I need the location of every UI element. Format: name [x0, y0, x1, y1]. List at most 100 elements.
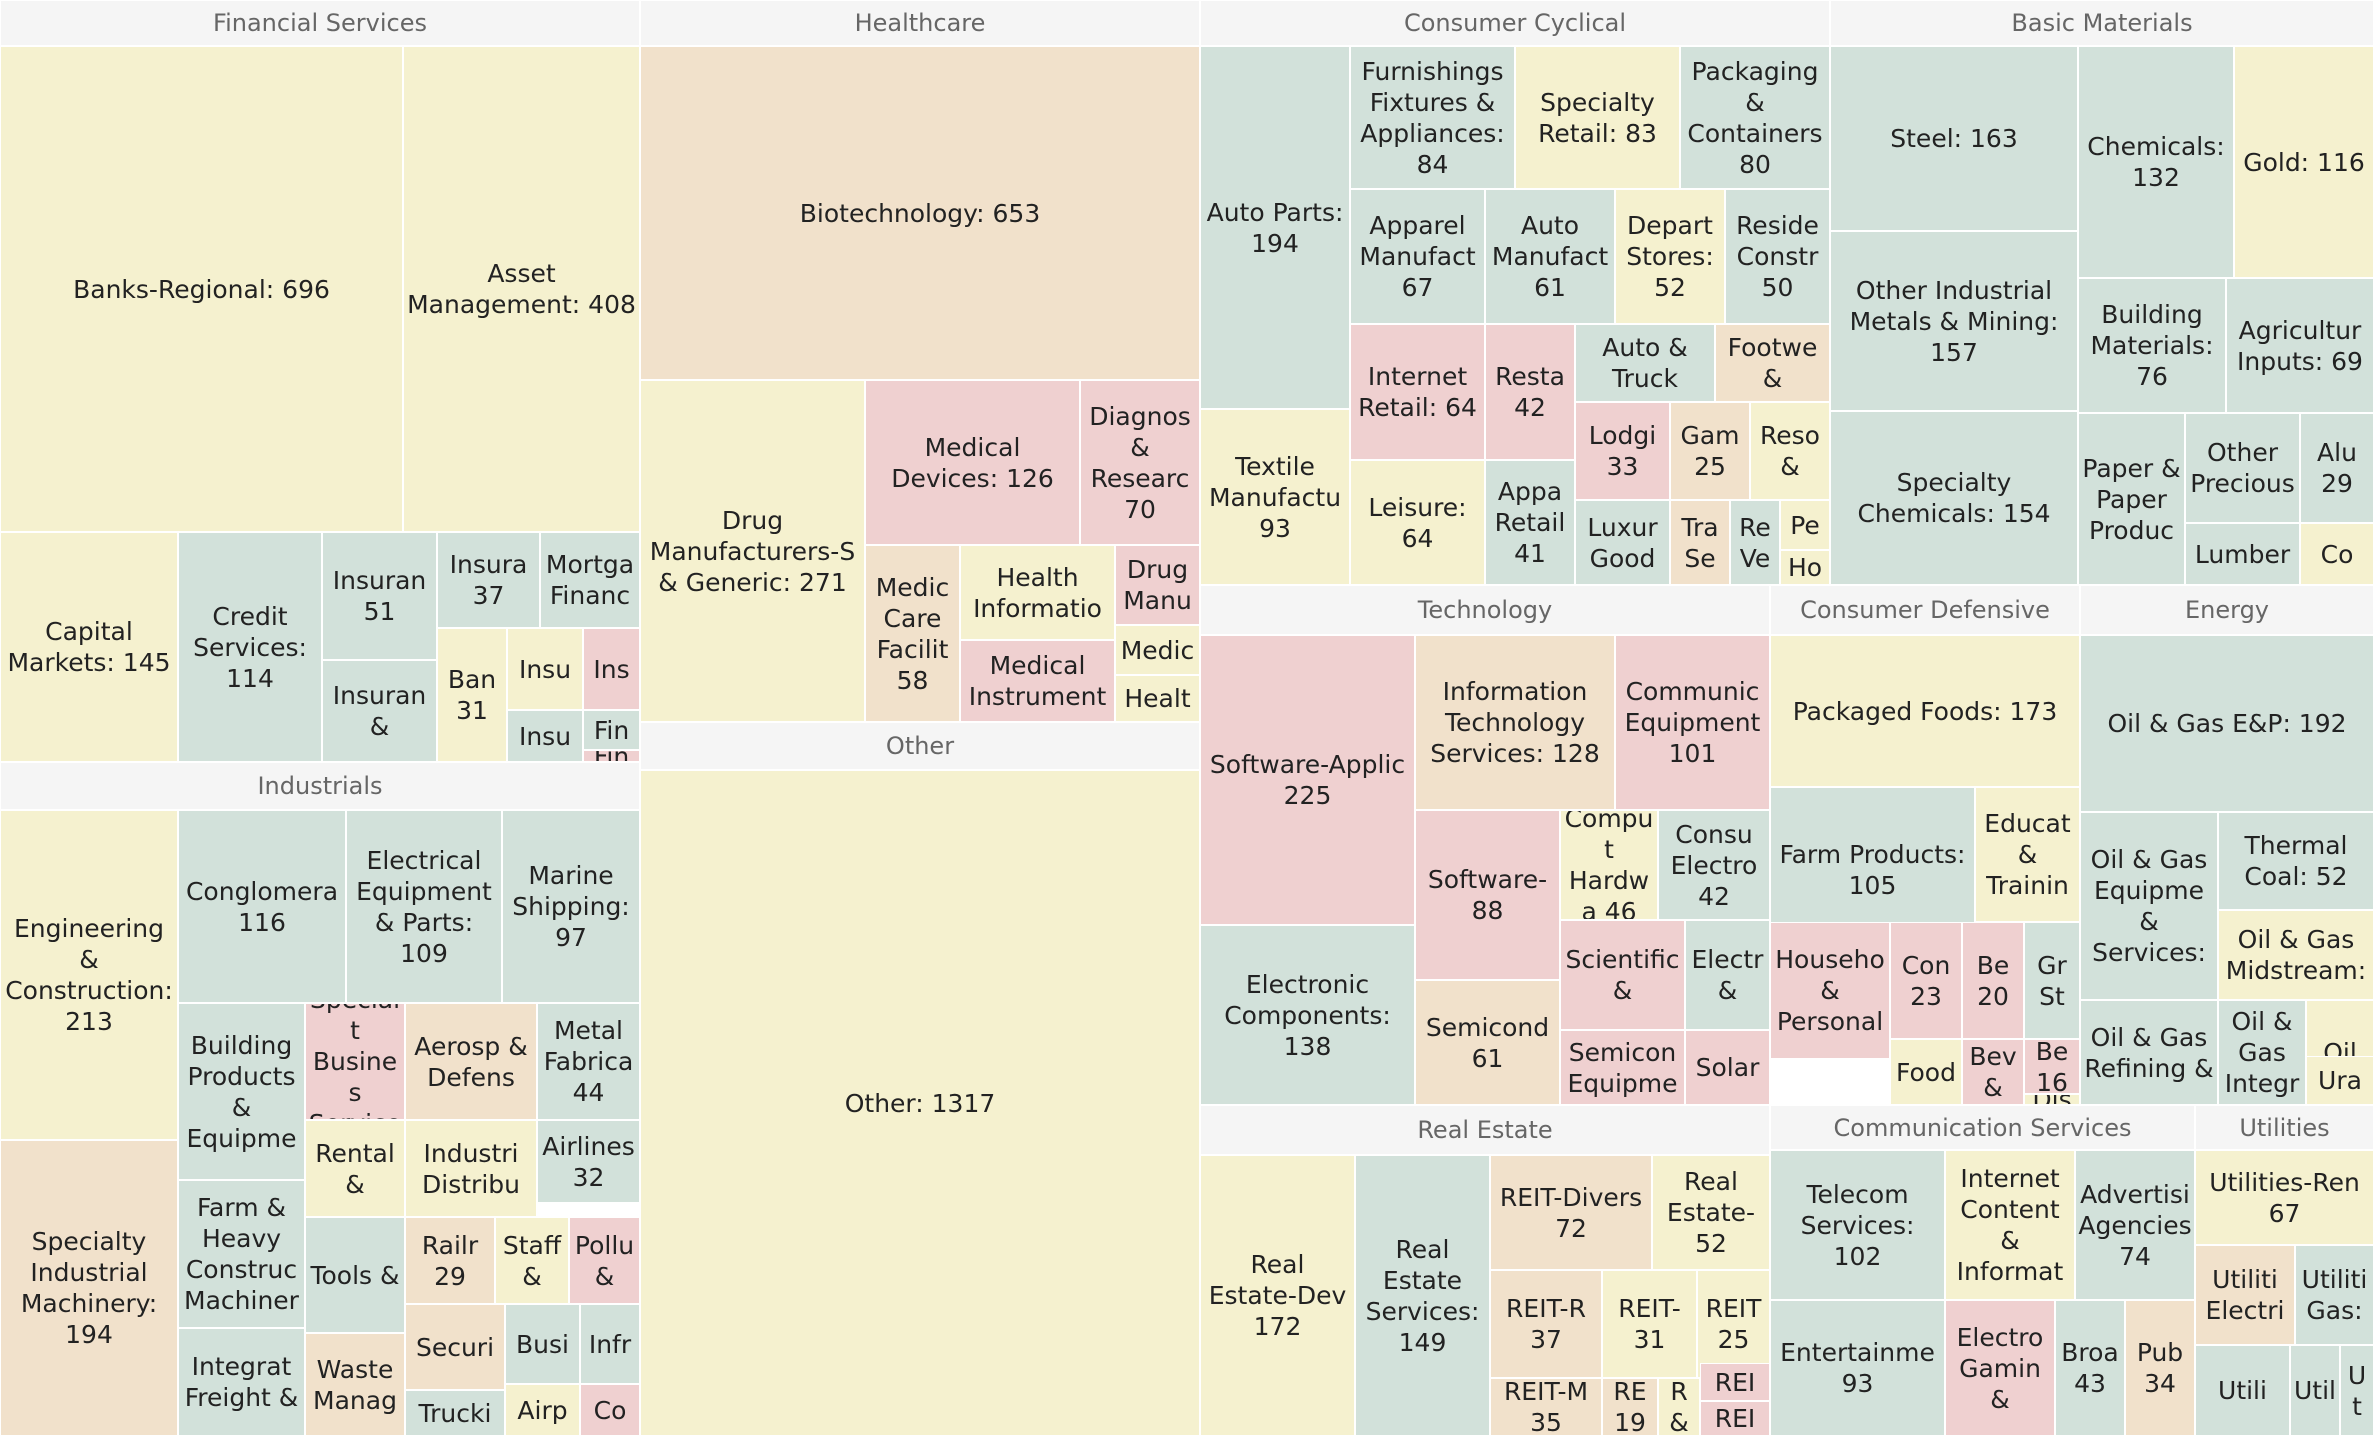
- industry-tile[interactable]: Real Estate Services: 149: [1355, 1155, 1490, 1436]
- industry-tile[interactable]: Medic Care Facilit 58: [865, 545, 960, 722]
- industry-tile[interactable]: Auto Parts: 194: [1200, 46, 1350, 409]
- industry-tile[interactable]: Chemicals: 132: [2078, 46, 2234, 278]
- industry-tile[interactable]: Staff &: [495, 1217, 569, 1304]
- industry-tile[interactable]: Specialty Retail: 83: [1515, 46, 1680, 189]
- industry-tile[interactable]: Auto Manufact 61: [1485, 189, 1615, 324]
- industry-tile[interactable]: REIT- 31: [1602, 1270, 1697, 1378]
- industry-tile[interactable]: Utiliti Gas:: [2295, 1245, 2374, 1345]
- industry-tile[interactable]: Solar: [1685, 1030, 1770, 1105]
- industry-tile[interactable]: RE 19: [1602, 1378, 1658, 1436]
- industry-tile[interactable]: Househo & Personal: [1770, 922, 1890, 1059]
- industry-tile[interactable]: Biotechnology: 653: [640, 46, 1200, 380]
- industry-tile[interactable]: Building Products & Equipme: [178, 1003, 305, 1180]
- industry-tile[interactable]: Health Informatio: [960, 545, 1115, 640]
- industry-tile[interactable]: REIT-Divers 72: [1490, 1155, 1652, 1270]
- industry-tile[interactable]: Electr &: [1685, 920, 1770, 1030]
- industry-tile[interactable]: Drug Manufacturers-S & Generic: 271: [640, 380, 865, 722]
- industry-tile[interactable]: Real Estate-Dev 172: [1200, 1155, 1355, 1436]
- industry-tile[interactable]: Building Materials: 76: [2078, 278, 2226, 413]
- industry-tile[interactable]: Tools &: [305, 1217, 405, 1333]
- industry-tile[interactable]: Gold: 116: [2234, 46, 2374, 278]
- industry-tile[interactable]: Gr St: [2024, 922, 2080, 1039]
- industry-tile[interactable]: Credit Services: 114: [178, 532, 322, 762]
- sector-header-financial-services[interactable]: Financial Services: [0, 0, 640, 46]
- industry-tile[interactable]: Mortga Financ: [540, 532, 640, 628]
- industry-tile[interactable]: Specialt Busines Service: [305, 1003, 405, 1120]
- industry-tile[interactable]: Packaging & Containers 80: [1680, 46, 1830, 189]
- industry-tile[interactable]: Lumber: [2185, 523, 2300, 585]
- industry-tile[interactable]: Packaged Foods: 173: [1770, 635, 2080, 787]
- industry-tile[interactable]: Information Technology Services: 128: [1415, 635, 1615, 810]
- industry-tile[interactable]: Waste Manag: [305, 1333, 405, 1436]
- sector-header-other[interactable]: Other: [640, 722, 1200, 770]
- industry-tile[interactable]: Auto & Truck: [1575, 324, 1715, 402]
- industry-tile[interactable]: Specialty Industrial Machinery: 194: [0, 1140, 178, 1436]
- sector-header-basic-materials[interactable]: Basic Materials: [1830, 0, 2374, 46]
- industry-tile[interactable]: Medical Devices: 126: [865, 380, 1080, 545]
- industry-tile[interactable]: Entertainme 93: [1770, 1300, 1945, 1436]
- industry-tile[interactable]: Depart Stores: 52: [1615, 189, 1725, 324]
- industry-tile[interactable]: Pub 34: [2125, 1300, 2195, 1436]
- industry-tile[interactable]: Co: [2300, 523, 2374, 585]
- industry-tile[interactable]: Paper & Paper Produc: [2078, 413, 2185, 585]
- industry-tile[interactable]: Pe: [1780, 500, 1830, 550]
- industry-tile[interactable]: REIT 25: [1697, 1270, 1770, 1378]
- sector-header-healthcare[interactable]: Healthcare: [640, 0, 1200, 46]
- sector-header-consumer-cyclical[interactable]: Consumer Cyclical: [1200, 0, 1830, 46]
- industry-tile[interactable]: Industri Distribu: [405, 1120, 537, 1217]
- industry-tile[interactable]: Broa 43: [2055, 1300, 2125, 1436]
- industry-tile[interactable]: Conglomera 116: [178, 810, 346, 1003]
- industry-tile[interactable]: Other: 1317: [640, 770, 1200, 1436]
- industry-tile[interactable]: Con 23: [1890, 922, 1962, 1039]
- industry-tile[interactable]: Internet Retail: 64: [1350, 324, 1485, 460]
- sector-header-real-estate[interactable]: Real Estate: [1200, 1105, 1770, 1155]
- industry-tile[interactable]: Consu Electro 42: [1658, 810, 1770, 920]
- industry-tile[interactable]: REI: [1700, 1363, 1770, 1401]
- industry-tile[interactable]: Infr: [580, 1304, 640, 1384]
- industry-tile[interactable]: Ho: [1780, 550, 1830, 585]
- industry-tile[interactable]: Real Estate- 52: [1652, 1155, 1770, 1270]
- industry-tile[interactable]: Internet Content & Informat: [1945, 1150, 2075, 1300]
- industry-tile[interactable]: Medical Instrument: [960, 640, 1115, 722]
- industry-tile[interactable]: Integrat Freight &: [178, 1328, 305, 1436]
- industry-tile[interactable]: Leisure: 64: [1350, 460, 1485, 585]
- industry-tile[interactable]: Fin: [583, 750, 640, 762]
- industry-tile[interactable]: Metal Fabrica 44: [537, 1003, 640, 1120]
- industry-tile[interactable]: Scientific &: [1560, 920, 1685, 1030]
- industry-tile[interactable]: Utili: [2195, 1345, 2290, 1436]
- sector-header-technology[interactable]: Technology: [1200, 585, 1770, 635]
- industry-tile[interactable]: Utilities-Ren 67: [2195, 1150, 2374, 1245]
- industry-tile[interactable]: Oil & Gas Refining &: [2080, 1000, 2218, 1105]
- industry-tile[interactable]: Diagnos & Researc 70: [1080, 380, 1200, 545]
- industry-tile[interactable]: Telecom Services: 102: [1770, 1150, 1945, 1300]
- industry-tile[interactable]: Alu 29: [2300, 413, 2374, 523]
- industry-tile[interactable]: REIT-M 35: [1490, 1378, 1602, 1436]
- industry-tile[interactable]: Bev &: [1962, 1039, 2024, 1105]
- industry-tile[interactable]: Communic Equipment 101: [1615, 635, 1770, 810]
- industry-tile[interactable]: Insuran &: [322, 660, 437, 762]
- industry-tile[interactable]: R &: [1658, 1378, 1700, 1436]
- industry-tile[interactable]: Tra Se: [1670, 500, 1730, 585]
- industry-tile[interactable]: Insu: [507, 628, 583, 710]
- industry-tile[interactable]: Lodgi 33: [1575, 402, 1670, 500]
- industry-tile[interactable]: Utiliti Electri: [2195, 1245, 2295, 1345]
- industry-tile[interactable]: Apparel Manufact 67: [1350, 189, 1485, 324]
- industry-tile[interactable]: Insu: [507, 710, 583, 762]
- sector-header-utilities[interactable]: Utilities: [2195, 1105, 2374, 1150]
- industry-tile[interactable]: Aerosp & Defens: [405, 1003, 537, 1120]
- industry-tile[interactable]: Food: [1890, 1039, 1962, 1105]
- industry-tile[interactable]: Banks-Regional: 696: [0, 46, 403, 532]
- industry-tile[interactable]: Oil & Gas Midstream:: [2218, 910, 2374, 1000]
- industry-tile[interactable]: Semicond 61: [1415, 980, 1560, 1105]
- industry-tile[interactable]: Airlines 32: [537, 1120, 640, 1203]
- industry-tile[interactable]: Util: [2290, 1345, 2340, 1436]
- industry-tile[interactable]: Ura: [2306, 1056, 2374, 1105]
- industry-tile[interactable]: Agricultur Inputs: 69: [2226, 278, 2374, 413]
- industry-tile[interactable]: Advertisi Agencies 74: [2075, 1150, 2195, 1300]
- industry-tile[interactable]: Electro Gamin &: [1945, 1300, 2055, 1436]
- industry-tile[interactable]: Securi: [405, 1304, 505, 1390]
- industry-tile[interactable]: Ban 31: [437, 628, 507, 762]
- industry-tile[interactable]: Luxur Good: [1575, 500, 1670, 585]
- industry-tile[interactable]: Engineering & Construction: 213: [0, 810, 178, 1140]
- industry-tile[interactable]: Software-Applic 225: [1200, 635, 1415, 925]
